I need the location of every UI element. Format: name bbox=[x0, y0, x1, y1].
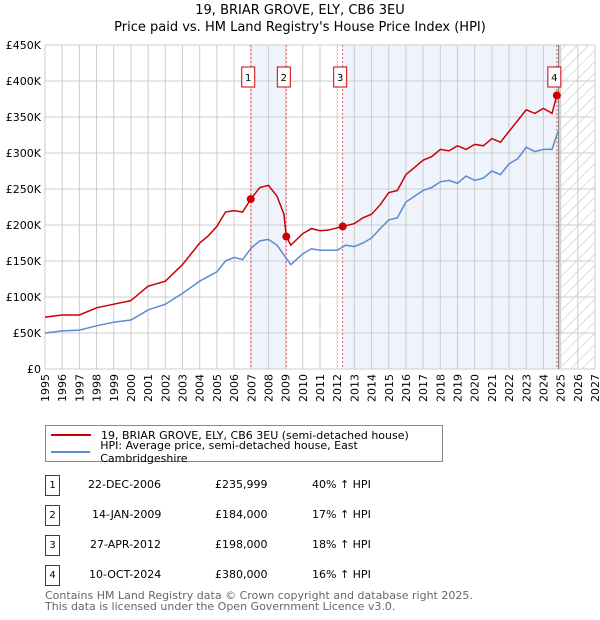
legend-label: 19, BRIAR GROVE, ELY, CB6 3EU (semi-deta… bbox=[101, 428, 409, 442]
sale-hpi: 16% ↑ HPI bbox=[312, 568, 371, 581]
sale-marker-label: 3 bbox=[337, 73, 343, 84]
sale-point bbox=[552, 91, 561, 100]
x-tick-label: 2013 bbox=[348, 374, 361, 402]
sale-marker-label: 4 bbox=[551, 73, 557, 84]
legend-item-hpi: HPI: Average price, semi-detached house,… bbox=[51, 439, 442, 465]
x-tick-label: 2004 bbox=[194, 374, 207, 402]
x-tick-label: 2003 bbox=[177, 374, 190, 402]
table-row: 4 10-OCT-2024 £380,000 16% ↑ HPI bbox=[45, 565, 465, 586]
sale-hpi: 40% ↑ HPI bbox=[312, 478, 371, 491]
x-tick-label: 1996 bbox=[56, 374, 69, 402]
x-tick-label: 2007 bbox=[245, 374, 258, 402]
y-tick-label: £450K bbox=[6, 39, 42, 52]
y-tick-label: £400K bbox=[6, 75, 42, 88]
x-tick-label: 2027 bbox=[589, 374, 600, 402]
x-tick-label: 2014 bbox=[366, 374, 379, 402]
x-tick-label: 2024 bbox=[537, 374, 550, 402]
sale-marker-box bbox=[333, 66, 348, 88]
y-tick-label: £150K bbox=[6, 255, 42, 268]
sale-marker-box bbox=[241, 66, 256, 88]
x-tick-label: 2018 bbox=[434, 374, 447, 402]
sale-point bbox=[246, 195, 255, 204]
legend: 19, BRIAR GROVE, ELY, CB6 3EU (semi-deta… bbox=[45, 425, 443, 465]
y-tick-label: £250K bbox=[6, 183, 42, 196]
y-tick-label: £300K bbox=[6, 147, 42, 160]
y-tick-label: £50K bbox=[13, 327, 42, 340]
x-tick-label: 2000 bbox=[125, 374, 138, 402]
sale-number: 1 bbox=[45, 475, 60, 496]
x-tick-label: 2023 bbox=[520, 374, 533, 402]
sale-price: £198,000 bbox=[215, 538, 268, 551]
x-tick-label: 2010 bbox=[297, 374, 310, 402]
y-tick-label: £200K bbox=[6, 219, 42, 232]
table-row: 2 14-JAN-2009 £184,000 17% ↑ HPI bbox=[45, 505, 465, 526]
legend-swatch-blue bbox=[51, 451, 91, 453]
x-tick-label: 2019 bbox=[452, 374, 465, 402]
x-tick-label: 1999 bbox=[108, 374, 121, 402]
sale-number: 3 bbox=[45, 535, 60, 556]
sale-price: £235,999 bbox=[215, 478, 268, 491]
x-tick-label: 2016 bbox=[400, 374, 413, 402]
x-tick-label: 2005 bbox=[211, 374, 224, 402]
sale-date: 27-APR-2012 bbox=[90, 538, 162, 551]
sale-marker-label: 2 bbox=[281, 73, 287, 84]
x-tick-label: 2022 bbox=[503, 374, 516, 402]
x-tick-label: 2012 bbox=[331, 374, 344, 402]
x-tick-label: 2009 bbox=[280, 374, 293, 402]
x-tick-label: 2020 bbox=[469, 374, 482, 402]
series-line bbox=[44, 131, 559, 334]
sale-price: £184,000 bbox=[215, 508, 268, 521]
x-tick-label: 2015 bbox=[383, 374, 396, 402]
sale-price: £380,000 bbox=[215, 568, 268, 581]
sale-hpi: 17% ↑ HPI bbox=[312, 508, 371, 521]
y-tick-label: £0 bbox=[27, 363, 41, 376]
price-chart: 1995 1996 1997 1998 1999 2000 2001 2002 2003 2004… bbox=[6, 39, 600, 402]
footer: Contains HM Land Registry data © Crown c… bbox=[45, 590, 473, 612]
x-tick-label: 2011 bbox=[314, 374, 327, 402]
x-tick-label: 2021 bbox=[486, 374, 499, 402]
x-tick-label: 2006 bbox=[228, 374, 241, 402]
footer-licence: This data is licensed under the Open Gov… bbox=[45, 600, 396, 613]
sale-date: 10-OCT-2024 bbox=[89, 568, 162, 581]
x-tick-label: 2001 bbox=[142, 374, 155, 402]
legend-label: HPI: Average price, semi-detached house,… bbox=[100, 439, 358, 465]
chart-subtitle: Price paid vs. HM Land Registry's House … bbox=[114, 20, 486, 35]
table-row: 1 22-DEC-2006 £235,999 40% ↑ HPI bbox=[45, 475, 465, 496]
x-tick-label: 1998 bbox=[91, 374, 104, 402]
x-tick-label: 2002 bbox=[159, 374, 172, 402]
sale-number: 4 bbox=[45, 565, 60, 586]
sale-marker-box bbox=[547, 66, 562, 88]
sale-marker-label: 1 bbox=[245, 73, 251, 84]
x-tick-label: 1995 bbox=[39, 374, 52, 402]
legend-item-property: 19, BRIAR GROVE, ELY, CB6 3EU (semi-deta… bbox=[51, 427, 409, 443]
shaded-band bbox=[342, 45, 557, 369]
sale-date: 14-JAN-2009 bbox=[92, 508, 162, 521]
legend-swatch-red bbox=[51, 434, 91, 436]
x-tick-label: 2025 bbox=[555, 374, 568, 402]
sale-marker-box bbox=[276, 66, 291, 88]
x-tick-label: 2026 bbox=[572, 374, 585, 402]
x-tick-label: 2017 bbox=[417, 374, 430, 402]
sale-number: 2 bbox=[45, 505, 60, 526]
y-tick-label: £350K bbox=[6, 111, 42, 124]
x-tick-label: 1997 bbox=[73, 374, 86, 402]
table-row: 3 27-APR-2012 £198,000 18% ↑ HPI bbox=[45, 535, 465, 556]
sale-point bbox=[282, 232, 291, 241]
series-line bbox=[44, 95, 558, 318]
footer-copyright: Contains HM Land Registry data © Crown c… bbox=[45, 589, 473, 602]
chart-title: 19, BRIAR GROVE, ELY, CB6 3EU bbox=[195, 3, 405, 18]
y-tick-label: £100K bbox=[6, 291, 42, 304]
sale-date: 22-DEC-2006 bbox=[88, 478, 162, 491]
sale-hpi: 18% ↑ HPI bbox=[312, 538, 371, 551]
sale-point bbox=[338, 222, 347, 231]
x-tick-label: 2008 bbox=[262, 374, 275, 402]
